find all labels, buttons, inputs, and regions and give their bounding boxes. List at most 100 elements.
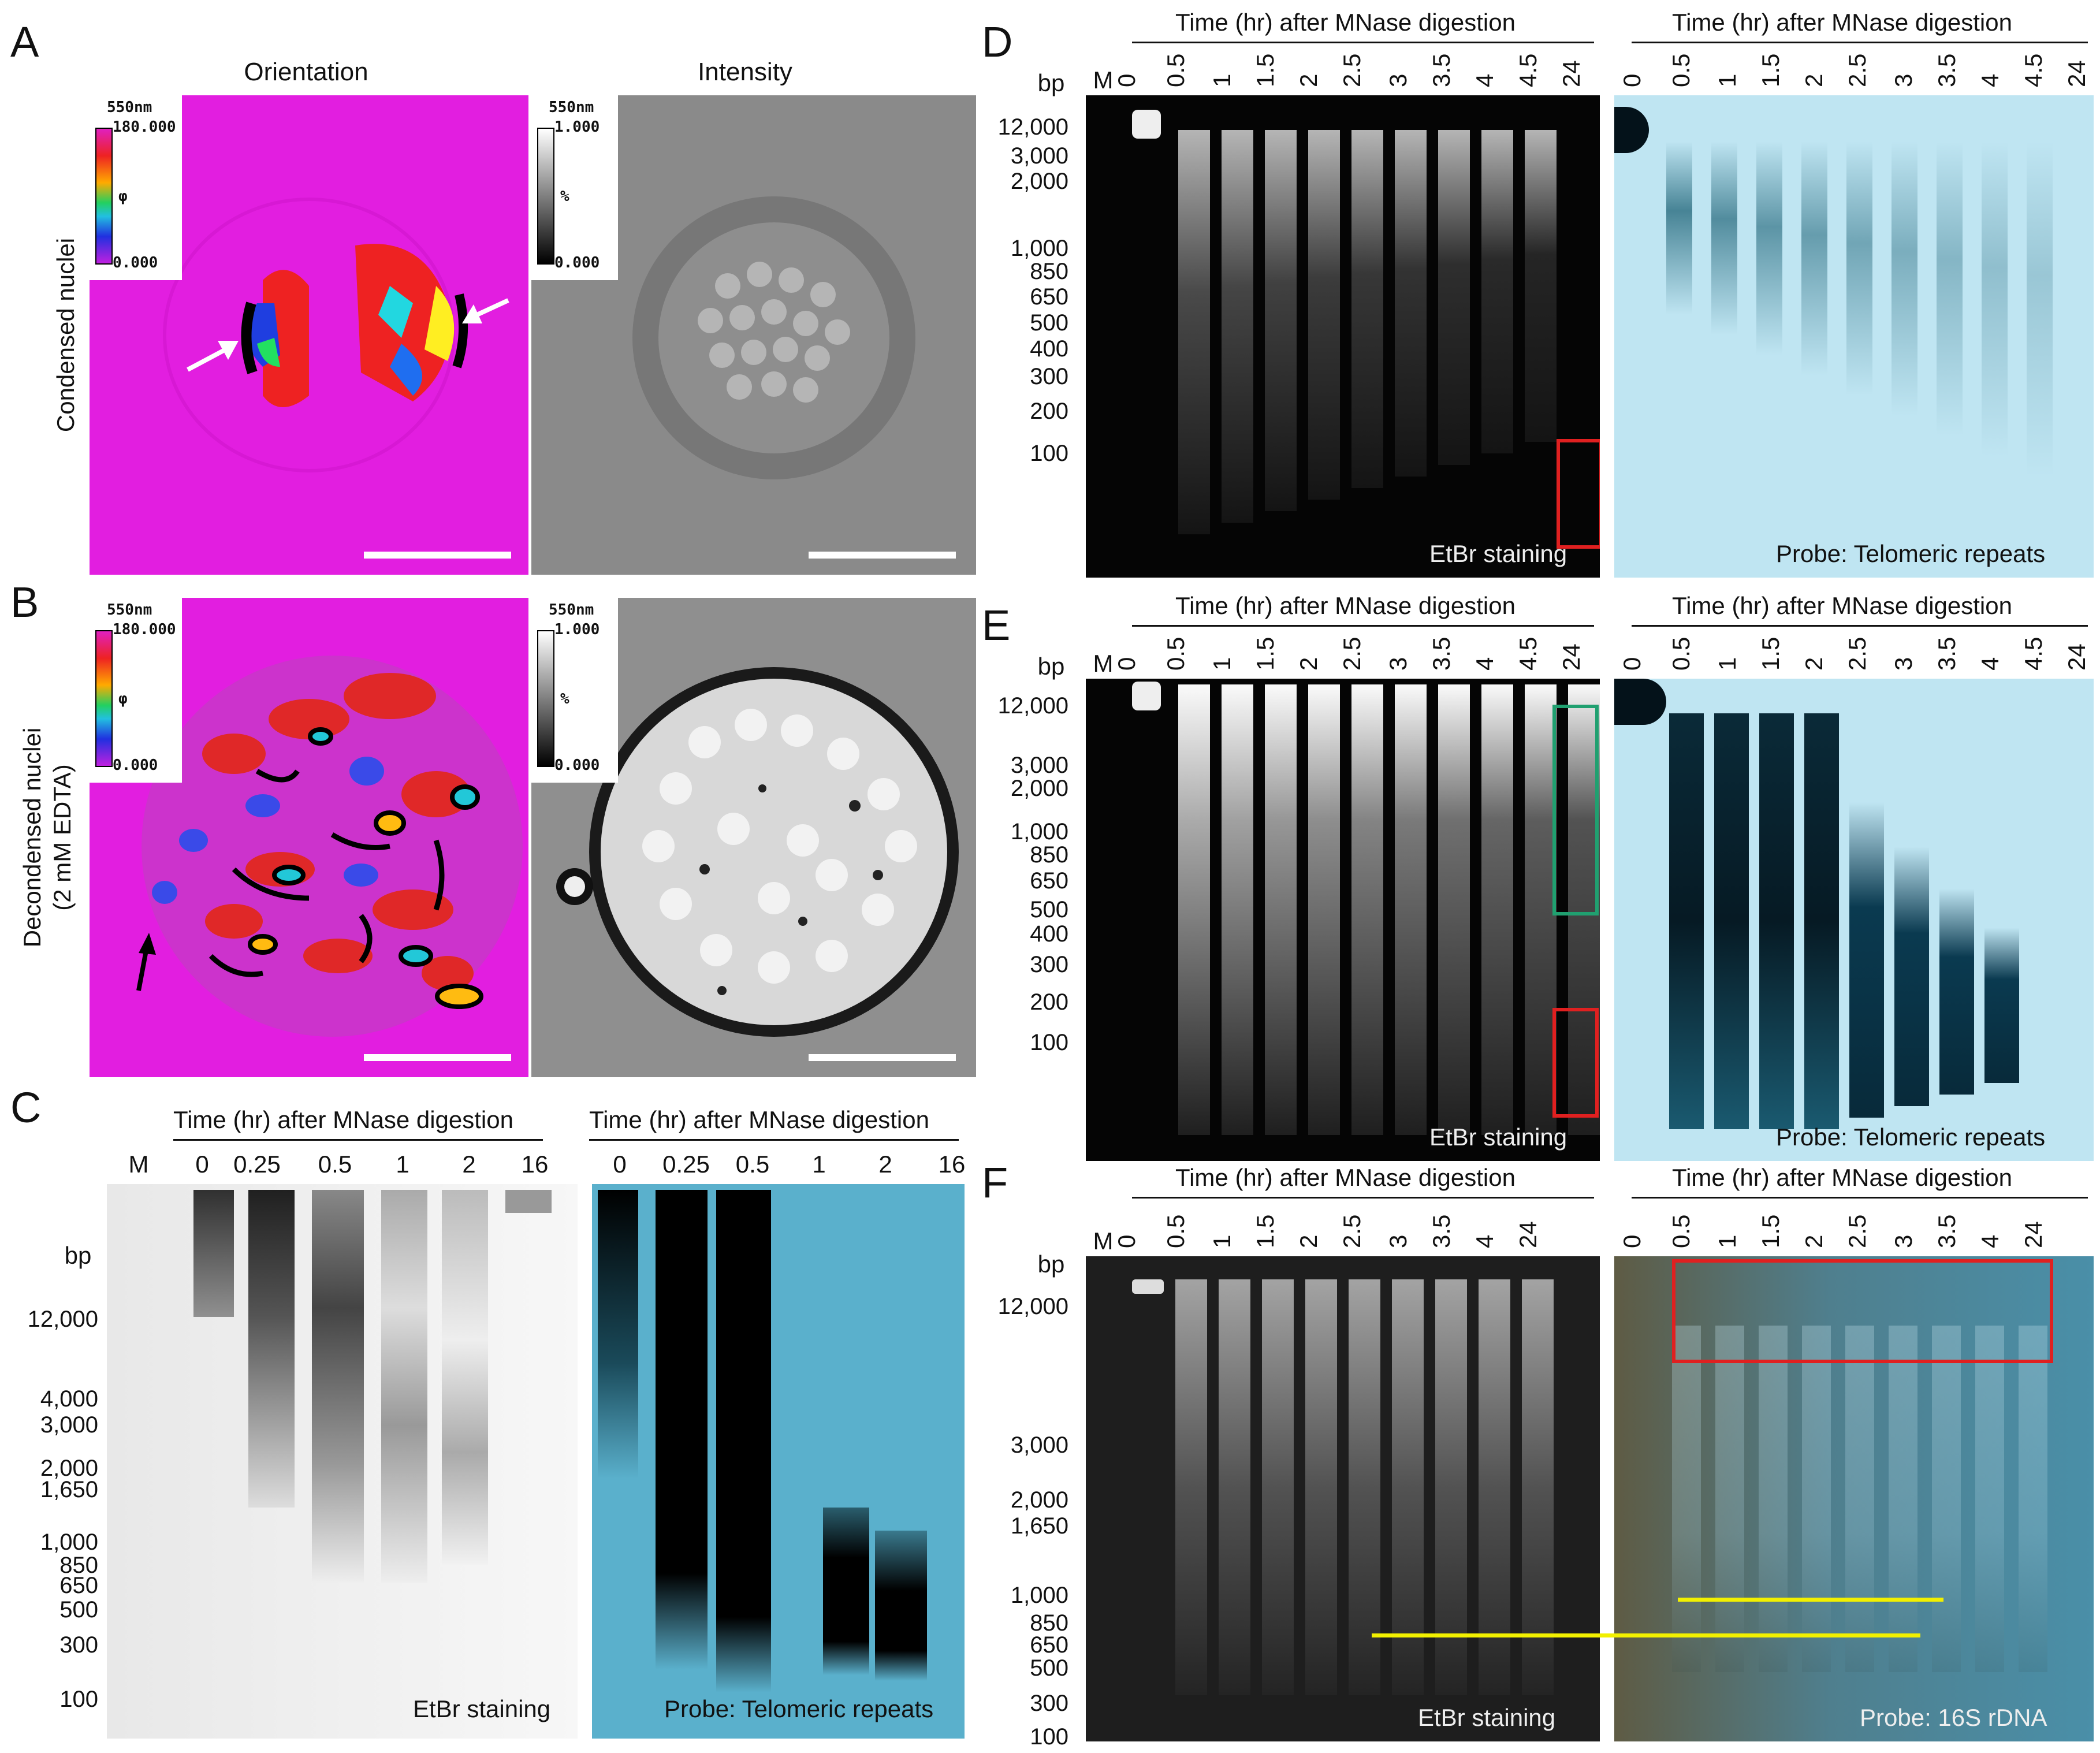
gel-lane-smear (1481, 684, 1513, 1135)
gel-image-f-etbr: EtBr staining (1086, 1256, 1600, 1741)
gel-lane-smear (1178, 130, 1210, 534)
hue-gradient-bar (95, 630, 113, 767)
lane-label: 1 (1714, 1234, 1741, 1248)
gel-lane-smear (1932, 1326, 1961, 1672)
lane-label: 0 (613, 1151, 627, 1178)
lane-label: 0 (1113, 73, 1140, 87)
lane-label: 0.5 (1667, 1214, 1695, 1248)
time-title-rule (173, 1139, 543, 1141)
gel-image-e-etbr: EtBr staining (1086, 679, 1600, 1161)
lane-label: 1.5 (1757, 637, 1784, 671)
lane-label: 24 (2063, 643, 2090, 671)
gel-lane-smear (1351, 130, 1383, 488)
bp-tick-label: 100 (1030, 1030, 1068, 1055)
gel-lane-smear (1804, 713, 1839, 1129)
gel-image-c-etbr: EtBr staining (107, 1184, 578, 1739)
gel-lane-smear (1666, 142, 1692, 315)
staining-caption: EtBr staining (1429, 540, 1567, 567)
time-title-c-left: Time (hr) after MNase digestion (173, 1106, 513, 1133)
legend-wavelength: 550nm (549, 601, 594, 619)
lane-label: 4.5 (1514, 53, 1542, 87)
gel-lane-smear (1975, 1326, 2004, 1672)
legend-min: 0.000 (554, 254, 600, 271)
lane-label: 0.5 (1162, 53, 1189, 87)
bp-tick-label: 1,000 (1010, 1583, 1068, 1608)
lane-label: 2 (1295, 657, 1322, 671)
gray-gradient-bar (537, 630, 554, 767)
column-title-orientation: Orientation (244, 58, 368, 86)
bp-tick-label: 12,000 (997, 114, 1068, 140)
marker-lane-label: M (1093, 1227, 1114, 1255)
staining-caption: EtBr staining (413, 1695, 551, 1722)
gel-lane-smear (1305, 1279, 1337, 1695)
gel-lane-smear (1756, 142, 1782, 355)
lane-label: 4 (1471, 73, 1498, 87)
lane-label: 4 (1976, 1234, 2004, 1248)
bp-tick-label: 850 (1030, 1610, 1068, 1636)
bp-unit-label: bp (64, 1242, 92, 1269)
lane-label: 4 (1471, 657, 1498, 671)
legend-min: 0.000 (113, 254, 158, 271)
blot-image-f-rdna: Probe: 16S rDNA (1614, 1256, 2094, 1741)
lane-label: 4 (1471, 1234, 1498, 1248)
bp-tick-label: 200 (1030, 989, 1068, 1015)
gel-lane-smear (1892, 142, 1917, 416)
gel-lane-smear (1395, 130, 1427, 477)
bp-tick-label: 3,000 (1010, 1432, 1068, 1458)
lane-label: 1 (1714, 73, 1741, 87)
time-title-d-right: Time (hr) after MNase digestion (1672, 9, 2012, 36)
lane-label: 1 (1714, 657, 1741, 671)
lane-label: 4 (1976, 73, 2004, 87)
bp-tick-label: 12,000 (997, 1294, 1068, 1319)
lane-label: 2 (878, 1151, 892, 1178)
panel-label-e: E (982, 601, 1011, 649)
gel-lane-smear (1222, 684, 1253, 1135)
bp-tick-label: 12,000 (27, 1307, 98, 1332)
lane-label: 2.5 (1338, 53, 1365, 87)
row-title-line2: (2 mM EDTA) (49, 764, 76, 911)
legend-symbol: % (560, 188, 569, 205)
highlight-box-red (1672, 1259, 2053, 1363)
lane-label: 1 (1208, 1234, 1235, 1248)
lane-label: 0 (1618, 1234, 1645, 1248)
gel-lane-smear (2019, 1326, 2047, 1672)
staining-caption: EtBr staining (1429, 1123, 1567, 1151)
lane-label: 1 (1208, 73, 1235, 87)
lane-label: 0.25 (233, 1151, 281, 1178)
staining-caption: EtBr staining (1418, 1704, 1556, 1731)
gel-lane-smear (1889, 1326, 1917, 1672)
legend-min: 0.000 (554, 757, 600, 774)
lane-label: 3 (1890, 73, 1917, 87)
gel-lane-smear (1937, 142, 1963, 436)
time-title-d-left: Time (hr) after MNase digestion (1175, 9, 1516, 36)
bp-tick-label: 3,000 (1010, 143, 1068, 169)
gel-lane-smear (1265, 684, 1297, 1135)
lane-label: 4 (1976, 657, 2004, 671)
bp-tick-label: 2,000 (1010, 169, 1068, 194)
bp-tick-label: 12,000 (997, 693, 1068, 719)
time-title-rule (589, 1139, 959, 1141)
scale-bar (809, 552, 956, 559)
lane-label: 0.5 (1162, 1214, 1189, 1248)
highlight-line-yellow-right (1678, 1598, 1943, 1602)
bp-tick-label: 3,000 (1010, 753, 1068, 778)
lane-label: 0.5 (318, 1151, 352, 1178)
lane-label: 3.5 (1933, 637, 1960, 671)
lane-label: 0 (1113, 657, 1140, 671)
highlight-line-yellow-left (1372, 1633, 1920, 1637)
lane-label: 3.5 (1933, 1214, 1960, 1248)
bp-tick-label: 500 (1030, 897, 1068, 922)
time-title-rule (1632, 1197, 2088, 1199)
gel-lane-smear (1438, 684, 1470, 1135)
bp-tick-label: 100 (1030, 1724, 1068, 1750)
time-title-e-left: Time (hr) after MNase digestion (1175, 592, 1516, 619)
bp-tick-label: 300 (1030, 952, 1068, 977)
decondensed-nucleus-orientation-map (136, 656, 523, 1037)
marker-lane-label: M (128, 1151, 149, 1178)
lane-label: 4.5 (1514, 637, 1542, 671)
panel-label-d: D (982, 18, 1013, 66)
gel-lane-smear (1525, 130, 1557, 442)
legend-wavelength: 550nm (549, 99, 594, 116)
gel-lane-smear (1481, 130, 1513, 453)
lane-label: 16 (521, 1151, 549, 1178)
